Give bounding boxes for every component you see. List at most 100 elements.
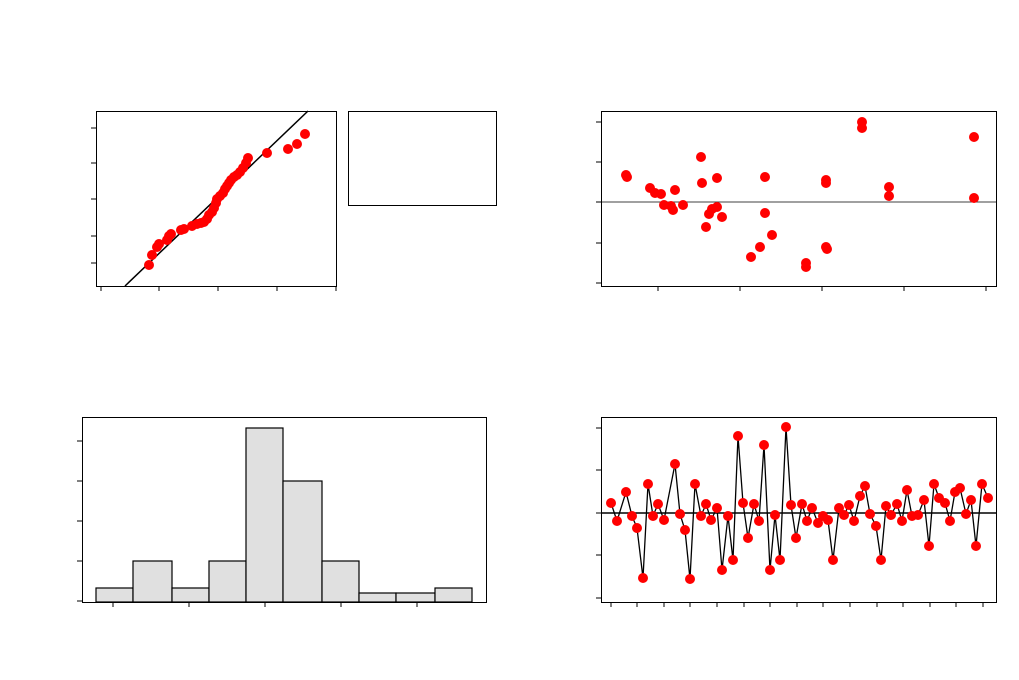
point (754, 516, 764, 526)
point (743, 533, 753, 543)
point (886, 510, 896, 520)
point (696, 511, 706, 521)
point (876, 555, 886, 565)
bar (434, 587, 473, 603)
point (300, 129, 310, 139)
point (147, 250, 157, 260)
bar (321, 560, 360, 603)
point (969, 193, 979, 203)
point (929, 479, 939, 489)
point (857, 123, 867, 133)
point (144, 260, 154, 270)
plot-frame (601, 111, 997, 287)
point (860, 481, 870, 491)
point (945, 516, 955, 526)
point (653, 499, 663, 509)
point (656, 189, 666, 199)
point (712, 173, 722, 183)
point (627, 511, 637, 521)
point (791, 533, 801, 543)
point (680, 525, 690, 535)
point (807, 503, 817, 513)
point (733, 431, 743, 441)
point (670, 185, 680, 195)
point (717, 212, 727, 222)
bar (208, 560, 247, 603)
point (977, 479, 987, 489)
point (823, 515, 833, 525)
bar (95, 587, 134, 603)
point (834, 503, 844, 513)
point (696, 152, 706, 162)
point (821, 178, 831, 188)
point (685, 574, 695, 584)
point (884, 182, 894, 192)
point (632, 523, 642, 533)
point (701, 499, 711, 509)
bar (395, 592, 436, 603)
plot-frame (96, 111, 337, 287)
point (865, 509, 875, 519)
order-line (610, 426, 989, 580)
bar (171, 587, 210, 603)
point (797, 499, 807, 509)
point (706, 515, 716, 525)
point (746, 252, 756, 262)
point (612, 516, 622, 526)
point (755, 242, 765, 252)
point (638, 573, 648, 583)
point (983, 493, 993, 503)
point (712, 503, 722, 513)
point (712, 202, 722, 212)
point (902, 485, 912, 495)
point (897, 516, 907, 526)
point (243, 153, 253, 163)
point (760, 208, 770, 218)
bar (282, 480, 323, 603)
point (813, 518, 823, 528)
point (678, 200, 688, 210)
point (802, 516, 812, 526)
point (839, 510, 849, 520)
point (770, 510, 780, 520)
point (728, 555, 738, 565)
point (670, 459, 680, 469)
point (955, 483, 965, 493)
point (738, 498, 748, 508)
point (775, 555, 785, 565)
legend-box (348, 111, 497, 206)
point (622, 172, 632, 182)
point (966, 495, 976, 505)
point (786, 500, 796, 510)
point (781, 422, 791, 432)
point (881, 501, 891, 511)
point (871, 521, 881, 531)
point (606, 498, 616, 508)
point (701, 222, 711, 232)
point (971, 541, 981, 551)
point (166, 229, 176, 239)
point (884, 191, 894, 201)
point (292, 139, 302, 149)
point (969, 132, 979, 142)
point (844, 500, 854, 510)
point (675, 509, 685, 519)
point (822, 244, 832, 254)
point (855, 491, 865, 501)
point (690, 479, 700, 489)
point (648, 511, 658, 521)
point (759, 440, 769, 450)
point (760, 172, 770, 182)
point (892, 499, 902, 509)
point (659, 515, 669, 525)
point (767, 230, 777, 240)
point (717, 565, 727, 575)
point (697, 178, 707, 188)
point (940, 498, 950, 508)
bar (132, 560, 173, 603)
point (924, 541, 934, 551)
point (961, 509, 971, 519)
point (919, 495, 929, 505)
point (668, 205, 678, 215)
